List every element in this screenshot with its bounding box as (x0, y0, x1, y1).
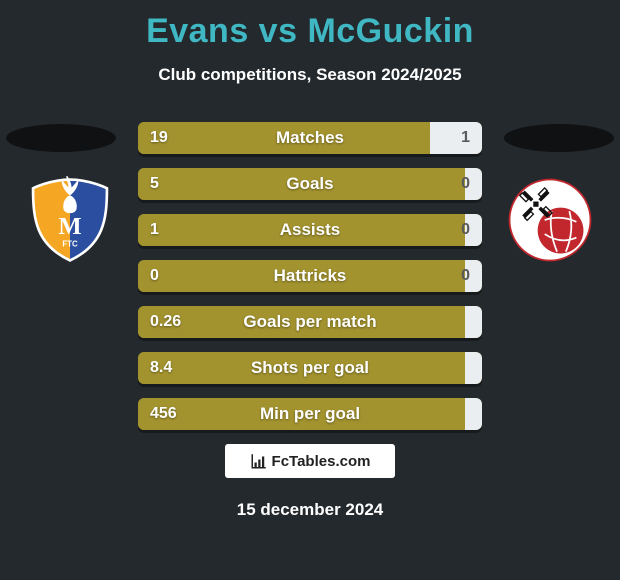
page-subtitle: Club competitions, Season 2024/2025 (0, 65, 620, 85)
rotherham-united-badge-icon (506, 176, 594, 264)
stat-label: Goals (138, 168, 482, 200)
stat-row: 456 Min per goal (138, 398, 482, 430)
stat-bars-container: 19 Matches 1 5 Goals 0 1 Assists 0 0 Hat… (138, 122, 482, 444)
stat-row: 5 Goals 0 (138, 168, 482, 200)
watermark-text: FcTables.com (272, 453, 371, 470)
stat-row: 1 Assists 0 (138, 214, 482, 246)
team-badge-right (506, 176, 594, 264)
stat-label: Min per goal (138, 398, 482, 430)
stat-value-right: 0 (461, 214, 470, 246)
watermark-badge[interactable]: FcTables.com (225, 444, 395, 478)
stat-row: 8.4 Shots per goal (138, 352, 482, 384)
page-title: Evans vs McGuckin (0, 0, 620, 51)
stat-label: Goals per match (138, 306, 482, 338)
page-date: 15 december 2024 (0, 500, 620, 520)
badge-left-letter: M (58, 213, 81, 240)
badge-left-sub: FTC (62, 239, 78, 248)
team-badge-left: M FTC (26, 176, 114, 264)
stat-row: 0 Hattricks 0 (138, 260, 482, 292)
stat-label: Assists (138, 214, 482, 246)
stat-label: Matches (138, 122, 482, 154)
stat-label: Shots per goal (138, 352, 482, 384)
stat-value-right: 0 (461, 260, 470, 292)
player-shadow-right (504, 124, 614, 152)
stat-value-right: 1 (461, 122, 470, 154)
chart-icon (250, 452, 268, 470)
stat-row: 0.26 Goals per match (138, 306, 482, 338)
stat-label: Hattricks (138, 260, 482, 292)
stat-value-right: 0 (461, 168, 470, 200)
stat-row: 19 Matches 1 (138, 122, 482, 154)
mansfield-town-badge-icon: M FTC (26, 176, 114, 264)
player-shadow-left (6, 124, 116, 152)
